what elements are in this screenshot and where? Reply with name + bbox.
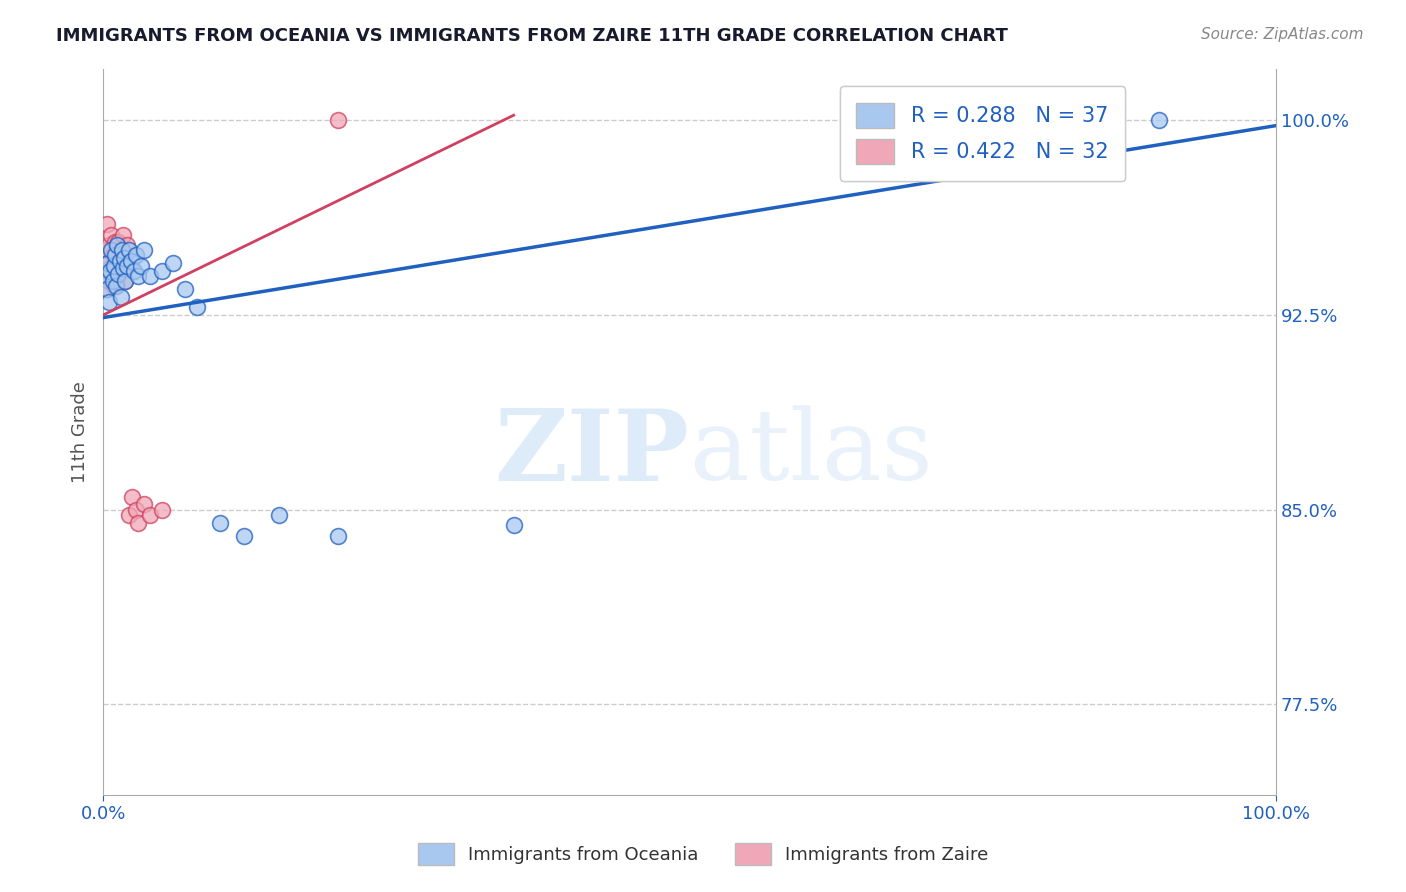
Legend: R = 0.288   N = 37, R = 0.422   N = 32: R = 0.288 N = 37, R = 0.422 N = 32 [839, 87, 1125, 181]
Point [150, 264, 173, 278]
Point [97, 256, 120, 270]
Point [150, 502, 173, 516]
Text: ZIP: ZIP [495, 405, 689, 502]
Point [139, 269, 162, 284]
Point [98, 295, 121, 310]
Point [112, 251, 135, 265]
Point [105, 238, 128, 252]
Point [114, 274, 136, 288]
Point [96, 217, 118, 231]
Point [111, 264, 134, 278]
Point [111, 243, 134, 257]
Point [107, 235, 129, 250]
Text: atlas: atlas [689, 406, 932, 501]
Point [101, 248, 124, 262]
Point [129, 259, 152, 273]
Point [127, 516, 149, 530]
Point [93, 269, 115, 284]
Point [112, 259, 135, 273]
Point [108, 256, 131, 270]
Y-axis label: 11th Grade: 11th Grade [72, 381, 89, 483]
Point [97, 256, 120, 270]
Point [103, 259, 125, 273]
Point [112, 227, 135, 242]
Point [1147, 113, 1170, 128]
Point [94, 269, 117, 284]
Point [118, 508, 141, 522]
Point [98, 274, 121, 288]
Point [108, 253, 131, 268]
Point [115, 238, 138, 252]
Point [107, 267, 129, 281]
Point [103, 279, 125, 293]
Point [104, 235, 127, 250]
Point [125, 248, 148, 262]
Point [209, 516, 232, 530]
Point [98, 261, 121, 276]
Point [101, 274, 124, 288]
Point [127, 269, 149, 284]
Point [112, 261, 135, 276]
Text: Source: ZipAtlas.com: Source: ZipAtlas.com [1201, 27, 1364, 42]
Point [134, 498, 156, 512]
Point [96, 282, 118, 296]
Point [122, 264, 145, 278]
Point [104, 248, 127, 262]
Point [114, 274, 136, 288]
Point [105, 279, 128, 293]
Point [100, 227, 122, 242]
Point [100, 243, 122, 257]
Point [120, 253, 142, 268]
Point [502, 518, 524, 533]
Legend: Immigrants from Oceania, Immigrants from Zaire: Immigrants from Oceania, Immigrants from… [409, 834, 997, 874]
Point [115, 259, 138, 273]
Point [105, 274, 128, 288]
Point [118, 243, 141, 257]
Point [186, 300, 208, 314]
Point [125, 502, 148, 516]
Point [100, 267, 122, 281]
Point [174, 282, 197, 296]
Point [96, 282, 118, 296]
Point [326, 528, 349, 542]
Point [162, 256, 184, 270]
Point [139, 508, 162, 522]
Point [105, 251, 128, 265]
Point [94, 243, 117, 257]
Point [134, 243, 156, 257]
Point [267, 508, 290, 522]
Point [110, 248, 132, 262]
Point [326, 113, 349, 128]
Point [121, 490, 143, 504]
Point [232, 528, 254, 542]
Point [98, 238, 121, 252]
Point [110, 290, 132, 304]
Point [98, 264, 121, 278]
Point [104, 264, 127, 278]
Text: IMMIGRANTS FROM OCEANIA VS IMMIGRANTS FROM ZAIRE 11TH GRADE CORRELATION CHART: IMMIGRANTS FROM OCEANIA VS IMMIGRANTS FR… [56, 27, 1008, 45]
